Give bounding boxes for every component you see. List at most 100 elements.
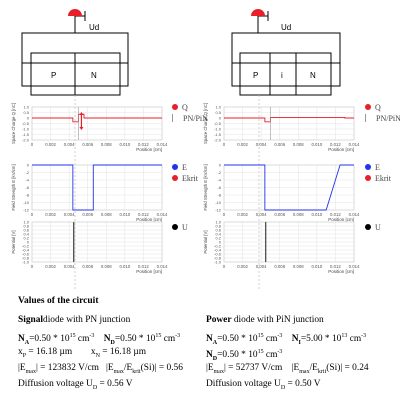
y-axis-label: Potential [V] [11,230,16,253]
y-tick-label: 0.6 [23,228,29,233]
x-tick-label: 0.006 [274,264,285,269]
power-doping: NA=0.50 * 1015 cm-3 NI=5.00 * 1013 cm-3 [206,333,367,346]
ekrit-dot-icon [172,175,178,181]
y-tick-label: 1.0 [23,105,29,110]
y-tick-label: -2 [25,170,29,175]
plot-signal-potential: 1.00.80.60.40.20-0.2-0.4-0.6-0.8-1.00 0.0… [11,220,168,275]
x-tick-label: 0.012 [138,264,149,269]
power-heading: Power diode with PiN junction [206,315,324,325]
q-dot-icon [172,104,178,110]
x-axis-label: Position [cm] [136,147,162,152]
signal-values: Signaldiode with PN junction NA=0.50 * 1… [18,312,208,392]
y-tick-label: 0 [27,163,30,168]
x-tick-label: 0.006 [82,142,93,147]
legend-ekrit: Ekrit [375,174,391,183]
legend-u: U [182,223,188,232]
x-tick-label: 0.014 [157,142,168,147]
source-label-left: Ud [89,23,99,32]
x-tick-label: 0.014 [157,264,168,269]
legend-e: E [375,163,380,172]
power-values: Power diode with PiN junction NA=0.50 * … [206,312,396,392]
circuit-values-panel: Values of the circuit Signaldiode with P… [18,296,398,391]
legend-e: E [182,163,187,172]
arrow-down-icon[interactable] [79,127,84,130]
region-p-left: P [51,71,56,80]
ekrit-dot-icon [365,175,371,181]
plot-power-potential: 1.00.80.60.40.20-0.2-0.4-0.6-0.8-1.00 0.0… [203,220,360,275]
y-tick-label: -1.5 [214,132,222,137]
plot-frame [223,221,355,263]
x-tick-label: 0.002 [237,142,248,147]
y-tick-label: -0.8 [214,256,222,261]
y-axis-label: Field Strength E [kV/cm] [203,164,208,210]
y-tick-label: -0.4 [214,248,222,253]
y-tick-label: 1.0 [215,105,221,110]
voltage-source-icon[interactable] [251,9,265,16]
u-dot-icon [365,224,371,230]
junction-line-icon [365,114,372,122]
legend-q: Q [375,103,381,112]
plot-frame [31,106,163,141]
e-dot-icon [172,164,178,170]
signal-diode-diagram [21,11,129,96]
signal-doping: NA=0.50 * 1015 cm-3 ND=0.50 * 1015 cm-3 [18,333,181,346]
y-tick-label: -0.8 [22,256,30,261]
y-tick-label: -8 [217,193,221,198]
x-tick-label: 0.004 [256,212,267,217]
y-tick-label: -0.4 [22,248,30,253]
x-tick-label: 0.014 [349,142,360,147]
x-tick-label: 0.010 [119,142,130,147]
y-tick-label: 0 [27,240,30,245]
plot-signal-field: 0-2-4-6-8-10-120 0.002 0.004 0.006 0.008 0.01… [11,163,168,223]
legend-junction: PN/PiN [376,114,400,123]
x-tick-label: 0.006 [82,212,93,217]
y-tick-label: 0.5 [215,110,221,115]
y-tick-label: -12 [23,208,30,213]
y-tick-label: -10 [215,200,222,205]
y-tick-label: -1.5 [22,132,30,137]
voltage-source-icon[interactable] [68,9,82,16]
signal-heading: Signaldiode with PN junction [18,315,131,325]
source-label-right: Ud [281,23,291,32]
x-axis-label: Position [cm] [328,217,354,222]
legend-field-left: E Ekrit [172,162,198,184]
field-series-line [32,164,162,211]
arrow-up-icon[interactable] [79,112,84,115]
x-tick-label: 0.012 [138,142,149,147]
legend-potential-right: U [365,222,381,233]
region-p-right: P [253,71,258,80]
y-tick-label: -2 [217,170,221,175]
charge-series-line [32,113,162,123]
x-tick-label: 0.010 [311,212,322,217]
y-tick-label: -8 [25,193,29,198]
x-tick-label: 0.002 [45,212,56,217]
legend-ekrit: Ekrit [182,174,198,183]
x-axis-label: Position [cm] [136,217,162,222]
x-tick-label: 0 [223,142,226,147]
x-axis-label: Position [cm] [136,269,162,274]
values-title: Values of the circuit [18,296,99,306]
y-tick-label: -1.0 [214,127,222,132]
plot-signal-charge: 1.00.50-0.5-1.0-1.5-2.00 0.002 0.004 0.006 0… [11,103,168,152]
y-tick-label: -0.6 [22,252,30,257]
y-axis-label: Field Strength E [kV/cm] [11,164,16,210]
x-tick-label: 0.014 [157,212,168,217]
x-tick-label: 0.010 [311,264,322,269]
x-tick-label: 0.008 [293,212,304,217]
y-tick-label: 0.4 [23,232,29,237]
y-tick-label: -0.5 [22,121,30,126]
q-dot-icon [365,104,371,110]
x-tick-label: 0 [31,212,34,217]
legend-potential-left: U [172,222,188,233]
y-tick-label: -2.0 [22,138,30,143]
y-tick-label: -6 [25,185,29,190]
x-tick-label: 0.008 [101,142,112,147]
x-tick-label: 0.004 [64,212,75,217]
y-tick-label: 0.8 [23,224,29,229]
y-tick-label: 0.2 [23,236,29,241]
y-tick-label: -4 [217,178,221,183]
y-tick-label: 0.2 [215,236,221,241]
x-tick-label: 0.010 [311,142,322,147]
signal-widths: xP = 16.18 µm xN = 16.18 µm [18,347,147,359]
x-tick-label: 0.008 [293,264,304,269]
